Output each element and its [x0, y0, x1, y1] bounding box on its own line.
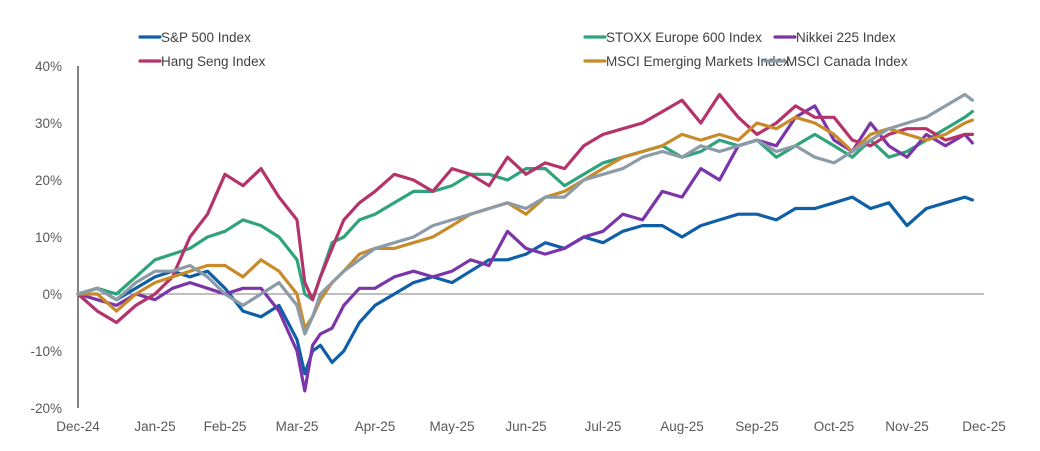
x-tick-label: Jun-25 [505, 419, 546, 434]
x-tick-label: Aug-25 [660, 419, 704, 434]
y-axis: 40% 30% 20% 10% 0% -10% -20% [30, 59, 79, 416]
legend-item: STOXX Europe 600 Index [583, 30, 762, 45]
x-axis: Dec-24 Jan-25 Feb-25 Mar-25 Apr-25 May-25 Jun-… [56, 293, 1006, 434]
series-line-stoxx-europe-600-index [76, 109, 975, 302]
y-tick-label: 20% [35, 173, 62, 188]
x-tick-label: Dec-25 [962, 419, 1006, 434]
x-tick-label: Jan-25 [134, 419, 175, 434]
legend-label: Hang Seng Index [161, 54, 266, 69]
x-tick-label: May-25 [429, 419, 474, 434]
y-tick-label: 40% [35, 59, 62, 74]
legend-label: MSCI Canada Index [786, 54, 908, 69]
x-tick-label: Oct-25 [814, 419, 855, 434]
series-line-nikkei-225-index [76, 104, 975, 393]
x-tick-label: Mar-25 [276, 419, 319, 434]
y-tick-label: -10% [30, 344, 62, 359]
series-line-s-p-500-index [76, 195, 975, 376]
legend-label: MSCI Emerging Markets Index [606, 54, 790, 69]
legend-label: STOXX Europe 600 Index [606, 30, 762, 45]
legend-label: Nikkei 225 Index [796, 30, 896, 45]
y-tick-label: 30% [35, 116, 62, 131]
legend-item: MSCI Emerging Markets Index [583, 54, 790, 69]
legend-label: S&P 500 Index [161, 30, 251, 45]
x-tick-label: Dec-24 [56, 419, 100, 434]
y-tick-label: -20% [30, 401, 62, 416]
x-tick-label: Nov-25 [885, 419, 929, 434]
legend-item: Hang Seng Index [138, 54, 266, 69]
legend-item: S&P 500 Index [138, 30, 251, 45]
series-lines [76, 92, 975, 393]
y-tick-label: 10% [35, 230, 62, 245]
x-tick-label: Feb-25 [204, 419, 247, 434]
series-line-msci-canada-index [76, 92, 975, 336]
x-tick-label: Sep-25 [735, 419, 779, 434]
y-tick-label: 0% [42, 287, 62, 302]
legend: S&P 500 Index STOXX Europe 600 Index Nikke… [138, 30, 908, 69]
legend-item: MSCI Canada Index [763, 54, 908, 69]
x-tick-label: Jul-25 [585, 419, 622, 434]
legend-item: Nikkei 225 Index [773, 30, 896, 45]
x-tick-label: Apr-25 [355, 419, 396, 434]
series-line-hang-seng-index [76, 92, 975, 325]
